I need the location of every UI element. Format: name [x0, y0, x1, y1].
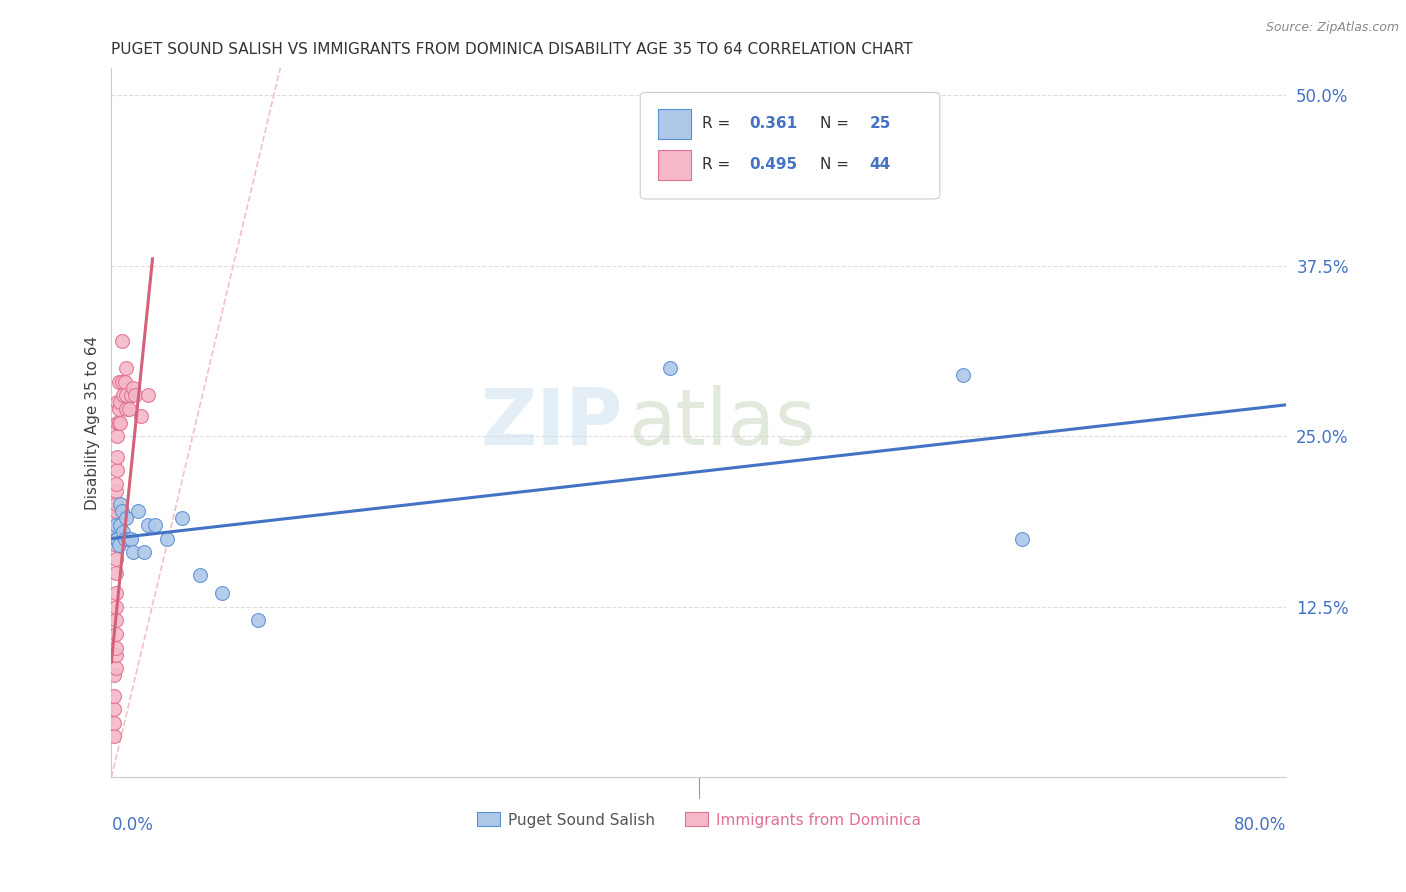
Point — [129, 409, 152, 423]
Point — [104, 627, 127, 641]
Point — [104, 614, 127, 628]
Point — [658, 360, 681, 375]
Point — [103, 730, 125, 744]
Point — [104, 483, 127, 498]
Point — [111, 375, 134, 389]
Point — [104, 498, 127, 512]
Point — [104, 640, 127, 655]
Text: 0.495: 0.495 — [749, 157, 797, 172]
Point — [110, 395, 132, 409]
Text: 80.0%: 80.0% — [1234, 815, 1286, 834]
Point — [103, 715, 125, 730]
Point — [145, 517, 167, 532]
Point — [115, 401, 138, 416]
Text: Source: ZipAtlas.com: Source: ZipAtlas.com — [1265, 21, 1399, 34]
Point — [156, 532, 179, 546]
Point — [105, 429, 128, 443]
Point — [111, 334, 134, 348]
Point — [107, 401, 129, 416]
Text: 44: 44 — [869, 157, 890, 172]
Point — [114, 375, 136, 389]
Point — [104, 538, 127, 552]
Point — [104, 586, 127, 600]
Point — [104, 524, 127, 539]
Point — [112, 388, 135, 402]
Point — [103, 668, 125, 682]
Point — [104, 648, 127, 662]
Point — [115, 388, 138, 402]
Point — [170, 511, 193, 525]
Point — [104, 511, 127, 525]
FancyBboxPatch shape — [658, 109, 690, 138]
Y-axis label: Disability Age 35 to 64: Disability Age 35 to 64 — [86, 335, 100, 509]
Point — [104, 517, 127, 532]
Point — [104, 504, 127, 518]
Point — [120, 388, 142, 402]
Text: 0.0%: 0.0% — [111, 815, 153, 834]
Point — [1011, 532, 1033, 546]
Point — [211, 586, 233, 600]
Point — [132, 545, 155, 559]
Point — [111, 504, 134, 518]
Text: 0.361: 0.361 — [749, 116, 797, 131]
Point — [117, 532, 139, 546]
Point — [107, 416, 129, 430]
Point — [112, 524, 135, 539]
Point — [104, 599, 127, 614]
Point — [104, 552, 127, 566]
Point — [110, 498, 132, 512]
Text: ZIP: ZIP — [481, 384, 623, 460]
Point — [110, 416, 132, 430]
Text: 25: 25 — [869, 116, 890, 131]
Point — [122, 545, 145, 559]
Point — [118, 401, 141, 416]
FancyBboxPatch shape — [640, 93, 939, 199]
Point — [105, 532, 128, 546]
Point — [114, 532, 136, 546]
Point — [127, 504, 149, 518]
Point — [105, 463, 128, 477]
Point — [107, 538, 129, 552]
Text: R =: R = — [703, 116, 735, 131]
Point — [104, 566, 127, 580]
Point — [247, 614, 270, 628]
FancyBboxPatch shape — [658, 150, 690, 180]
Point — [105, 416, 128, 430]
Point — [952, 368, 974, 382]
Point — [104, 532, 127, 546]
Point — [104, 661, 127, 675]
Text: R =: R = — [703, 157, 735, 172]
Point — [136, 517, 159, 532]
Text: PUGET SOUND SALISH VS IMMIGRANTS FROM DOMINICA DISABILITY AGE 35 TO 64 CORRELATI: PUGET SOUND SALISH VS IMMIGRANTS FROM DO… — [111, 42, 912, 57]
Text: N =: N = — [820, 157, 853, 172]
Point — [105, 450, 128, 464]
Point — [136, 388, 159, 402]
Point — [103, 702, 125, 716]
Legend: Puget Sound Salish, Immigrants from Dominica: Puget Sound Salish, Immigrants from Domi… — [471, 806, 927, 834]
Point — [188, 568, 211, 582]
Text: N =: N = — [820, 116, 853, 131]
Point — [115, 360, 138, 375]
Point — [115, 511, 138, 525]
Point — [103, 689, 125, 703]
Point — [120, 532, 142, 546]
Point — [110, 517, 132, 532]
Point — [105, 395, 128, 409]
Point — [107, 375, 129, 389]
Point — [104, 477, 127, 491]
Point — [122, 381, 145, 395]
Point — [124, 388, 146, 402]
Text: atlas: atlas — [628, 384, 815, 460]
